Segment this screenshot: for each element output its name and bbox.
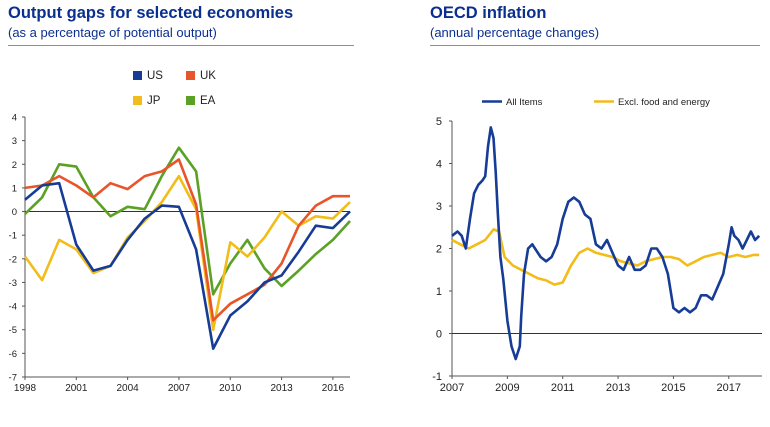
y-tick-label: -1 (432, 371, 442, 383)
legend-swatch-jp (133, 96, 142, 105)
series-line-uk (24, 158, 350, 322)
legend-label-all-items: All Items (506, 97, 543, 108)
y-tick-label: 2 (12, 160, 17, 171)
series-line-excl-food-energy (451, 228, 760, 286)
x-tick-label: 2009 (495, 382, 519, 394)
legend-swatch-ea (186, 96, 195, 105)
series-line-us (24, 181, 351, 350)
x-tick-label: 2004 (117, 383, 140, 394)
x-tick-label: 2015 (661, 382, 685, 394)
oecd-inflation-panel: OECD inflation (annual percentage change… (408, 0, 770, 427)
x-tick-label: 2013 (606, 382, 630, 394)
y-tick-label: 4 (436, 159, 442, 171)
chart-title: OECD inflation (430, 4, 547, 22)
x-tick-label: 2013 (270, 383, 293, 394)
y-tick-label: 1 (12, 183, 17, 194)
y-tick-label: -5 (9, 325, 17, 336)
x-tick-label: 1998 (14, 383, 37, 394)
y-tick-label: 0 (12, 207, 17, 218)
y-tick-label: -7 (9, 373, 17, 384)
legend-swatch-us (133, 71, 142, 80)
legend-label-ea: EA (200, 95, 216, 107)
legend-label-excl-food-energy: Excl. food and energy (618, 97, 710, 108)
x-tick-label: 2001 (65, 383, 88, 394)
legend-label-jp: JP (147, 95, 161, 107)
y-tick-label: 3 (436, 201, 442, 213)
x-tick-label: 2016 (322, 383, 345, 394)
y-tick-label: -6 (9, 349, 17, 360)
legend-swatch-uk (186, 71, 195, 80)
title-divider (8, 45, 354, 46)
x-tick-label: 2010 (219, 383, 242, 394)
series-line-jp (23, 174, 351, 332)
y-tick-label: -2 (9, 254, 17, 265)
y-tick-label: 5 (436, 116, 442, 128)
series-line-all-items (451, 126, 761, 361)
legend-label-uk: UK (200, 70, 216, 82)
y-tick-label: 2 (436, 244, 442, 256)
x-tick-label: 2007 (168, 383, 191, 394)
title-divider (430, 45, 760, 46)
chart-subtitle: (annual percentage changes) (430, 25, 600, 40)
chart-title: Output gaps for selected economies (8, 4, 294, 22)
y-tick-label: -4 (9, 302, 17, 313)
x-tick-label: 2011 (551, 382, 575, 394)
series-line-ea (24, 146, 351, 296)
y-tick-label: 4 (12, 113, 17, 124)
x-tick-label: 2007 (440, 382, 464, 394)
chart-subtitle: (as a percentage of potential output) (8, 25, 217, 40)
y-tick-label: 1 (436, 286, 442, 298)
y-tick-label: 0 (436, 329, 442, 341)
output-gaps-panel: Output gaps for selected economies (as a… (0, 0, 360, 427)
y-tick-label: 3 (12, 136, 17, 147)
y-tick-label: -3 (9, 278, 17, 289)
y-tick-label: -1 (9, 231, 17, 242)
x-tick-label: 2017 (717, 382, 741, 394)
legend-label-us: US (147, 70, 163, 82)
